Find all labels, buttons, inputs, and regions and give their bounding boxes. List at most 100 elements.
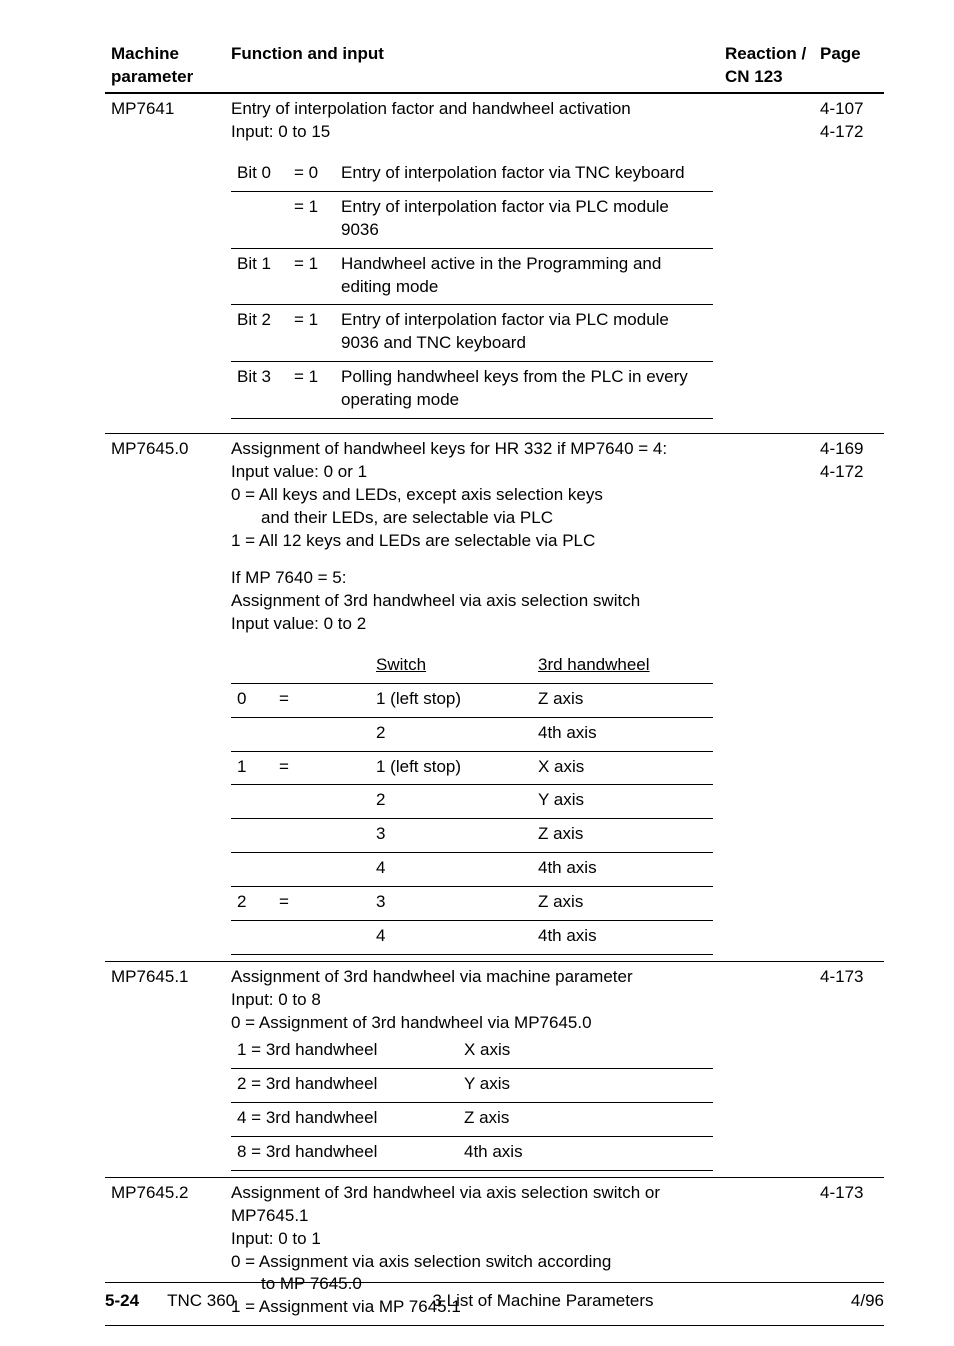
bit-desc: Polling handwheel keys from the PLC in e… <box>335 362 713 419</box>
text: Assignment of 3rd handwheel via axis sel… <box>231 1182 713 1228</box>
switch-head: Switch <box>376 655 426 674</box>
table-row: MP7645.0 Assignment of handwheel keys fo… <box>105 434 884 962</box>
text: and their LEDs, are selectable via PLC <box>231 507 713 530</box>
page-ref: 4-173 <box>820 966 878 989</box>
bit-eq: = 0 <box>288 158 335 191</box>
sw-eq: = <box>273 683 370 717</box>
cell-page: 4-107 4-172 <box>814 93 884 434</box>
sw-pos: 3 <box>370 887 532 921</box>
spacer <box>231 144 713 158</box>
header-machine-parameter: Machine parameter <box>105 40 225 93</box>
hw-label: 8 = 3rd handwheel <box>231 1136 458 1170</box>
cell-param: MP7645.0 <box>105 434 225 962</box>
handwheel-table: 1 = 3rd handwheel X axis 2 = 3rd handwhe… <box>231 1035 713 1171</box>
text: Assignment of handwheel keys for HR 332 … <box>231 438 713 461</box>
footer-revision: 4/96 <box>851 1291 884 1311</box>
bit-label: Bit 2 <box>231 305 288 362</box>
sw-pos: 2 <box>370 717 532 751</box>
text: 1 = All 12 keys and LEDs are selectable … <box>231 530 713 553</box>
hw-label: 1 = 3rd handwheel <box>231 1035 458 1068</box>
sw-eq: = <box>273 887 370 921</box>
page-ref: 4-107 <box>820 98 878 121</box>
page-footer: 5-24 TNC 360 3 List of Machine Parameter… <box>105 1282 884 1311</box>
bit-label: Bit 3 <box>231 362 288 419</box>
cell-function: Assignment of handwheel keys for HR 332 … <box>225 434 719 962</box>
header-page: Page <box>814 40 884 93</box>
table-row: MP7645.1 Assignment of 3rd handwheel via… <box>105 962 884 1178</box>
sw-axis: 4th axis <box>532 921 713 955</box>
hw-axis: 4th axis <box>458 1136 713 1170</box>
page-ref: 4-169 <box>820 438 878 461</box>
cell-reaction <box>719 962 814 1178</box>
footer-page-number: 5-24 <box>105 1291 139 1310</box>
bit-eq: = 1 <box>288 191 335 248</box>
bit-eq: = 1 <box>288 248 335 305</box>
cell-reaction <box>719 434 814 962</box>
hw-axis: X axis <box>458 1035 713 1068</box>
switch-table: Switch 3rd handwheel 0 = 1 (left stop) Z… <box>231 650 713 955</box>
cell-page: 4-169 4-172 <box>814 434 884 962</box>
sw-axis: 4th axis <box>532 853 713 887</box>
text: Input value: 0 to 2 <box>231 613 713 636</box>
sw-axis: X axis <box>532 751 713 785</box>
bit-table: Bit 0 = 0 Entry of interpolation factor … <box>231 158 713 419</box>
cell-function: Assignment of 3rd handwheel via machine … <box>225 962 719 1178</box>
footer-left: 5-24 TNC 360 <box>105 1291 235 1311</box>
sw-pos: 4 <box>370 921 532 955</box>
page-ref: 4-173 <box>820 1182 878 1205</box>
hw-label: 4 = 3rd handwheel <box>231 1102 458 1136</box>
cell-param: MP7645.1 <box>105 962 225 1178</box>
page-ref: 4-172 <box>820 461 878 484</box>
sw-pos: 2 <box>370 785 532 819</box>
spacer <box>231 553 713 567</box>
bit-eq: = 1 <box>288 305 335 362</box>
table-row: MP7641 Entry of interpolation factor and… <box>105 93 884 434</box>
header-function-input: Function and input <box>225 40 719 93</box>
hw-axis: Y axis <box>458 1068 713 1102</box>
cell-function: Entry of interpolation factor and handwh… <box>225 93 719 434</box>
sw-axis: 4th axis <box>532 717 713 751</box>
sw-axis: Y axis <box>532 785 713 819</box>
bit-desc: Entry of interpolation factor via TNC ke… <box>335 158 713 191</box>
sw-pos: 4 <box>370 853 532 887</box>
text: 0 = Assignment via axis selection switch… <box>231 1251 713 1274</box>
bit-desc: Handwheel active in the Programming and … <box>335 248 713 305</box>
cell-page: 4-173 <box>814 962 884 1178</box>
footer-section: 3 List of Machine Parameters <box>235 1291 851 1311</box>
header-reaction: Reaction / CN 123 <box>719 40 814 93</box>
sw-eq: = <box>273 751 370 785</box>
text: 0 = Assignment of 3rd handwheel via MP76… <box>231 1012 713 1035</box>
sw-num: 0 <box>231 683 273 717</box>
bit-desc: Entry of interpolation factor via PLC mo… <box>335 305 713 362</box>
sw-pos: 3 <box>370 819 532 853</box>
spacer <box>231 636 713 650</box>
page: Machine parameter Function and input Rea… <box>0 0 954 1346</box>
handwheel-head: 3rd handwheel <box>538 655 650 674</box>
footer-model: TNC 360 <box>167 1291 235 1310</box>
hw-axis: Z axis <box>458 1102 713 1136</box>
text: If MP 7640 = 5: <box>231 567 713 590</box>
sw-pos: 1 (left stop) <box>370 751 532 785</box>
hw-label: 2 = 3rd handwheel <box>231 1068 458 1102</box>
spacer <box>231 419 713 427</box>
cell-param: MP7641 <box>105 93 225 434</box>
bit-label: Bit 1 <box>231 248 288 305</box>
text: Assignment of 3rd handwheel via machine … <box>231 966 713 989</box>
text: Entry of interpolation factor and handwh… <box>231 98 713 121</box>
text: Input: 0 to 1 <box>231 1228 713 1251</box>
sw-axis: Z axis <box>532 887 713 921</box>
bit-label: Bit 0 <box>231 158 288 191</box>
bit-desc: Entry of interpolation factor via PLC mo… <box>335 191 713 248</box>
text: Input value: 0 or 1 <box>231 461 713 484</box>
text: Input: 0 to 8 <box>231 989 713 1012</box>
text: Assignment of 3rd handwheel via axis sel… <box>231 590 713 613</box>
parameter-table: Machine parameter Function and input Rea… <box>105 40 884 1326</box>
cell-reaction <box>719 93 814 434</box>
sw-num: 2 <box>231 887 273 921</box>
bit-eq: = 1 <box>288 362 335 419</box>
sw-axis: Z axis <box>532 683 713 717</box>
sw-num: 1 <box>231 751 273 785</box>
sw-axis: Z axis <box>532 819 713 853</box>
sw-pos: 1 (left stop) <box>370 683 532 717</box>
text: 0 = All keys and LEDs, except axis selec… <box>231 484 713 507</box>
